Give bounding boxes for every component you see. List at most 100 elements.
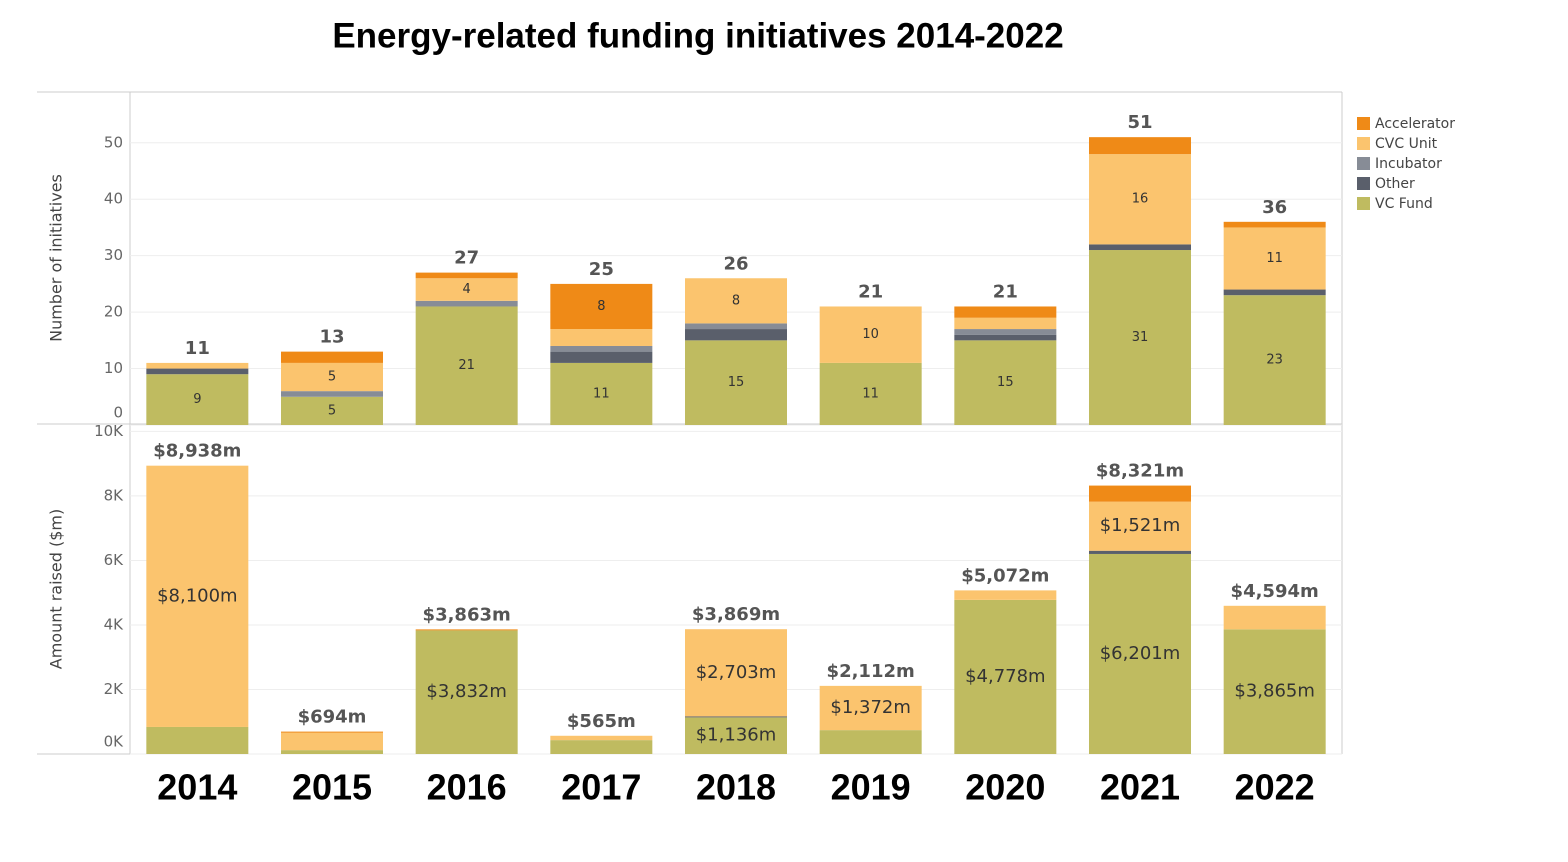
data-label: 11 [593,386,610,401]
total-label: 26 [723,253,748,274]
y-tick-label: 50 [104,133,123,151]
bar-segment [1089,553,1191,754]
bar-segment [685,323,787,330]
bar-segment [685,340,787,425]
bar-segment [1089,137,1191,155]
bar-segment [1089,244,1191,251]
bar-segment [954,317,1057,330]
data-label: 11 [862,386,879,401]
bar-segment [415,272,518,279]
bar-segment [146,374,249,425]
y-tick-label: 6K [104,551,125,569]
legend-swatch [1357,117,1370,130]
data-label: 15 [997,375,1014,390]
bar-segment [550,351,653,363]
bar-segment [146,726,249,754]
bar-segment [146,368,249,375]
x-tick-label: 2018 [696,767,776,808]
bar-segment [685,329,787,341]
bar-segment [281,391,383,397]
data-label: $1,136m [696,725,777,746]
total-label: $3,869m [692,604,780,625]
data-label: $8,100m [157,585,238,606]
bar-segment [281,362,383,392]
bar-segment [281,750,383,754]
x-tick-label: 2015 [292,767,372,808]
data-label: $2,703m [696,662,777,683]
bar-segment [954,329,1057,335]
y-axis-label: Number of initiatives [47,174,66,342]
bar-segment [415,278,518,301]
bar-segment [685,278,787,324]
total-label: $4,594m [1231,581,1319,602]
bar-segment [954,340,1057,425]
total-label: 21 [993,281,1018,302]
x-tick-label: 2019 [831,767,911,808]
data-label: 5 [328,370,336,385]
bar-segment [281,396,383,425]
y-tick-label: 20 [104,303,123,321]
bar-segment [954,590,1057,600]
bar-segment [1223,295,1326,425]
data-label: $3,832m [426,681,507,702]
data-label: 10 [862,327,879,342]
bar-segment [685,716,787,718]
bar-segment [819,730,922,754]
total-label: $5,072m [961,565,1049,586]
bar-segment [1089,154,1191,245]
total-label: 21 [858,281,883,302]
bar-segment [954,599,1057,754]
total-label: 11 [185,338,210,359]
y-tick-label: 4K [104,615,125,633]
data-label: $1,521m [1100,515,1181,536]
legend-swatch [1357,197,1370,210]
y-axis-label: Amount raised ($m) [47,509,66,669]
total-label: $2,112m [827,661,915,682]
data-label: $4,778m [965,666,1046,687]
legend-label: VC Fund [1375,196,1433,212]
data-label: $1,372m [830,697,911,718]
bar-segment [1089,485,1191,502]
legend-label: Other [1375,176,1415,192]
total-label: 36 [1262,197,1287,218]
bar-segment [415,300,518,307]
data-label: 16 [1132,192,1149,207]
bar-segment [954,306,1057,318]
total-label: $8,938m [153,441,241,462]
bar-segment [1223,227,1326,290]
total-label: 13 [319,327,344,348]
legend-label: Accelerator [1375,116,1455,132]
total-label: $3,863m [423,604,511,625]
y-tick-label: 0K [104,733,125,751]
bar-segment [819,362,922,425]
data-label: 15 [728,375,745,390]
total-label: $694m [298,707,367,728]
y-tick-label: 2K [104,680,125,698]
legend-swatch [1357,177,1370,190]
data-label: 8 [732,293,740,308]
bar-segment [281,732,383,751]
y-tick-label: 8K [104,486,125,504]
y-tick-label: 40 [104,190,123,208]
bar-segment [1223,221,1326,228]
total-label: 51 [1127,112,1152,133]
data-label: 8 [597,299,605,314]
y-tick-label: 10 [104,359,123,377]
bar-segment [415,630,518,754]
bar-segment [685,717,787,754]
bar-segment [1223,289,1326,296]
legend-label: Incubator [1375,156,1442,172]
bar-segment [550,362,653,425]
bar-segment [146,362,249,369]
data-label: 21 [458,358,475,373]
bar-segment [550,345,653,352]
bar-segment [281,731,383,733]
bar-segment [550,329,653,346]
bar-segment [281,351,383,363]
bar-segment [1089,550,1191,554]
legend-swatch [1357,157,1370,170]
x-tick-label: 2022 [1235,767,1315,808]
data-label: 31 [1132,330,1149,345]
